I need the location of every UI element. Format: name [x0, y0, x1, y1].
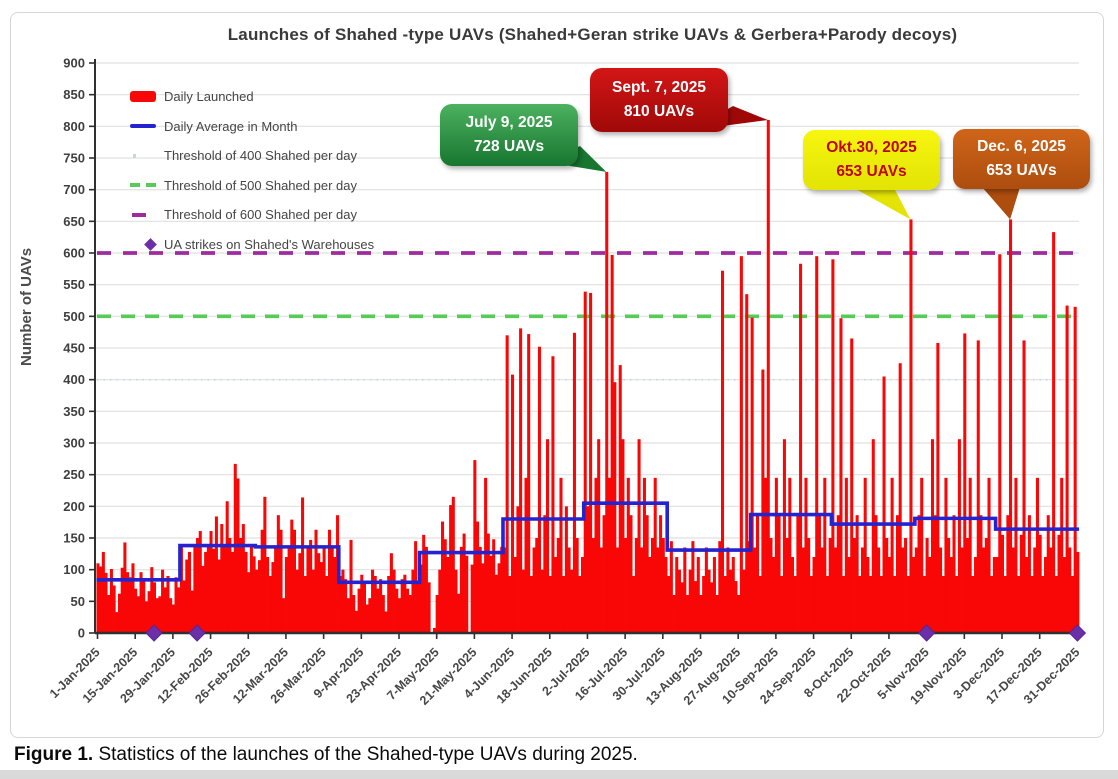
figure-caption: Figure 1. Statistics of the launches of … — [14, 744, 638, 766]
page-bottom-strip — [0, 770, 1118, 779]
legend-label: Daily Average in Month — [164, 118, 298, 134]
callout-value: 653 UAVs — [836, 163, 907, 180]
legend-label: Threshold of 500 Shahed per day — [164, 177, 357, 193]
legend-label: Threshold of 400 Shahed per day — [164, 148, 357, 164]
callout-date: Dec. 6, 2025 — [977, 137, 1066, 155]
legend-item-daily-launched: Daily Launched — [130, 82, 374, 112]
purple-diamond-swatch-icon — [130, 237, 164, 251]
legend-item-threshold-400: Threshold of 400 Shahed per day — [130, 141, 374, 171]
legend-item-threshold-500: Threshold of 500 Shahed per day — [130, 171, 374, 201]
blue-line-swatch-icon — [130, 124, 164, 129]
green-dash-swatch-icon — [130, 183, 164, 188]
callout-okt-30: Okt.30, 2025 653 UAVs — [803, 130, 940, 190]
callout-date: Sept. 7, 2025 — [612, 78, 706, 96]
legend-item-daily-average: Daily Average in Month — [130, 112, 374, 142]
legend-label: Threshold of 600 Shahed per day — [164, 207, 357, 223]
callout-dec-6: Dec. 6, 2025 653 UAVs — [953, 129, 1090, 189]
y-axis-title: Number of UAVs — [18, 247, 35, 366]
callout-sept-7: Sept. 7, 2025 810 UAVs — [590, 68, 728, 132]
dotted-line-swatch-icon — [130, 153, 164, 158]
legend-item-threshold-600: Threshold of 600 Shahed per day — [130, 200, 374, 230]
callout-july-9: July 9, 2025 728 UAVs — [440, 104, 578, 166]
legend-label: UA strikes on Shahed's Warehouses — [164, 236, 375, 252]
callout-date: July 9, 2025 — [465, 113, 553, 131]
figure-caption-label: Figure 1. — [14, 744, 94, 765]
figure-caption-text: Statistics of the launches of the Shahed… — [93, 744, 638, 765]
chart-legend: Daily Launched Daily Average in Month Th… — [130, 82, 374, 259]
legend-label: Daily Launched — [164, 89, 254, 105]
callout-date: Okt.30, 2025 — [826, 138, 917, 156]
callout-value: 810 UAVs — [623, 103, 695, 120]
legend-item-ua-strikes: UA strikes on Shahed's Warehouses — [130, 230, 374, 260]
callout-value: 653 UAVs — [986, 162, 1057, 179]
red-bar-swatch-icon — [130, 91, 164, 103]
chart-title: Launches of Shahed -type UAVs (Shahed+Ge… — [227, 25, 958, 44]
callout-value: 728 UAVs — [473, 138, 545, 155]
purple-dash-swatch-icon — [130, 212, 164, 217]
